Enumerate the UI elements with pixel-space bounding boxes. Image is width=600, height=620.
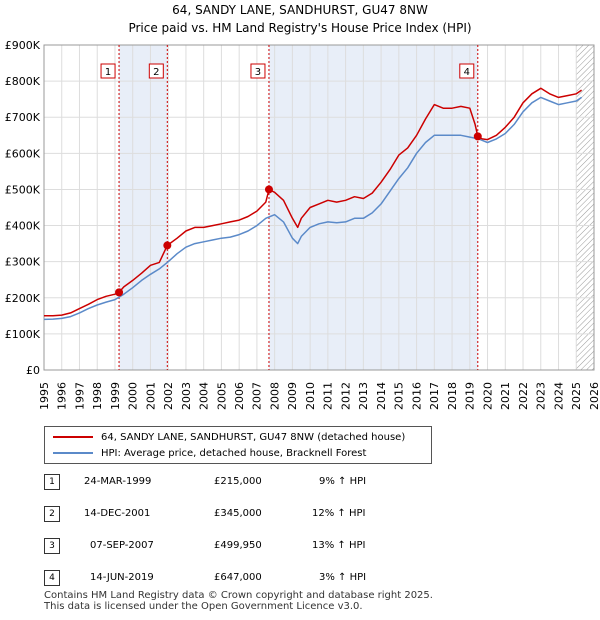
x-tick-label: 2003 <box>180 382 193 410</box>
legend-label-property: 64, SANDY LANE, SANDHURST, GU47 8NW (det… <box>101 431 406 443</box>
sale-hpi-change: 12% ↑ HPI <box>312 508 366 519</box>
x-tick-label: 2018 <box>446 382 459 410</box>
sale-number: 2 <box>44 506 60 522</box>
sale-hpi-change: 3% ↑ HPI <box>319 572 367 583</box>
x-tick-label: 2001 <box>144 382 157 410</box>
sale-label-4: 4 <box>464 67 470 78</box>
sale-marker-3 <box>264 185 273 194</box>
sale-date: 24-MAR-1999 <box>84 476 152 487</box>
y-tick-label: £0 <box>26 364 40 377</box>
x-tick-label: 1998 <box>91 382 104 410</box>
sale-label-box-1 <box>100 63 116 79</box>
sale-price: £215,000 <box>214 476 262 487</box>
sale-label-box-4 <box>459 63 475 79</box>
x-tick-label: 1997 <box>73 382 86 410</box>
chart-title: 64, SANDY LANE, SANDHURST, GU47 8NW <box>172 3 428 17</box>
x-tick-label: 2024 <box>552 382 565 410</box>
x-tick-label: 2026 <box>588 382 600 410</box>
footer-note: Contains HM Land Registry data © Crown c… <box>44 590 433 612</box>
y-tick-label: £400K <box>5 220 41 233</box>
plot-frame <box>43 44 595 371</box>
sale-marker-1 <box>115 288 124 297</box>
sale-date: 07-SEP-2007 <box>90 540 154 551</box>
x-tick-label: 2020 <box>481 382 494 410</box>
sale-date: 14-JUN-2019 <box>90 572 154 583</box>
x-tick-label: 2010 <box>304 382 317 410</box>
table-row: 3 07-SEP-2007 £499,950 13% ↑ HPI <box>44 538 444 554</box>
sale-price: £499,950 <box>214 540 262 551</box>
x-tick-label: 2014 <box>375 382 388 410</box>
footer-line-1: Contains HM Land Registry data © Crown c… <box>44 590 433 601</box>
legend-item-hpi: HPI: Average price, detached house, Brac… <box>53 446 366 460</box>
price-chart: 64, SANDY LANE, SANDHURST, GU47 8NW Pric… <box>5 3 600 410</box>
x-tick-label: 2011 <box>322 382 335 410</box>
sale-label-box-2 <box>148 63 164 79</box>
sale-number: 3 <box>44 538 60 554</box>
forecast-hatch <box>576 45 594 370</box>
property-series-line <box>44 87 583 317</box>
y-tick-label: £300K <box>5 256 41 269</box>
x-tick-label: 2017 <box>428 382 441 410</box>
x-tick-label: 2016 <box>410 382 423 410</box>
shaded-period-1 <box>119 45 168 370</box>
x-tick-label: 2012 <box>339 382 352 410</box>
x-tick-label: 2022 <box>517 382 530 410</box>
sale-marker-4 <box>473 132 482 141</box>
x-tick-label: 2008 <box>268 382 281 410</box>
sale-label-1: 1 <box>105 67 111 78</box>
sale-number: 1 <box>44 474 60 490</box>
sale-marker-2 <box>163 241 172 250</box>
shaded-period-2 <box>268 45 478 370</box>
sale-label-box-3 <box>250 63 266 79</box>
table-row: 2 14-DEC-2001 £345,000 12% ↑ HPI <box>44 506 444 522</box>
legend-swatch-property <box>53 436 93 438</box>
x-tick-label: 2023 <box>535 382 548 410</box>
x-tick-label: 1995 <box>38 382 51 410</box>
x-tick-label: 2025 <box>570 382 583 410</box>
sale-label-3: 3 <box>255 67 261 78</box>
x-tick-label: 2009 <box>286 382 299 410</box>
x-tick-label: 1996 <box>56 382 69 410</box>
sale-hpi-change: 13% ↑ HPI <box>312 540 366 551</box>
table-row: 4 14-JUN-2019 £647,000 3% ↑ HPI <box>44 570 444 586</box>
sale-label-2: 2 <box>153 67 159 78</box>
y-tick-label: £200K <box>5 292 41 305</box>
legend-label-hpi: HPI: Average price, detached house, Brac… <box>101 447 367 459</box>
sale-number: 4 <box>44 570 60 586</box>
sale-price: £345,000 <box>214 508 262 519</box>
sale-price: £647,000 <box>214 572 262 583</box>
x-tick-label: 2021 <box>499 382 512 410</box>
x-tick-label: 2019 <box>464 382 477 410</box>
sale-date: 14-DEC-2001 <box>84 508 151 519</box>
x-tick-label: 2007 <box>251 382 264 410</box>
chart-subtitle: Price paid vs. HM Land Registry's House … <box>128 21 471 35</box>
x-tick-label: 2005 <box>215 382 228 410</box>
table-row: 1 24-MAR-1999 £215,000 9% ↑ HPI <box>44 474 444 490</box>
hpi-series-line <box>43 96 583 321</box>
y-tick-label: £600K <box>5 147 41 160</box>
x-tick-label: 2013 <box>357 382 370 410</box>
x-tick-label: 2004 <box>198 382 211 410</box>
y-tick-label: £800K <box>5 75 41 88</box>
chart-legend: 64, SANDY LANE, SANDHURST, GU47 8NW (det… <box>44 426 432 464</box>
x-tick-label: 2002 <box>162 382 175 410</box>
legend-swatch-hpi <box>53 452 93 454</box>
y-tick-label: £700K <box>5 111 41 124</box>
legend-item-property: 64, SANDY LANE, SANDHURST, GU47 8NW (det… <box>53 430 405 444</box>
x-tick-label: 2000 <box>127 382 140 410</box>
x-tick-label: 2006 <box>233 382 246 410</box>
footer-line-2: This data is licensed under the Open Gov… <box>44 601 363 612</box>
y-tick-label: £500K <box>5 183 41 196</box>
x-tick-label: 2015 <box>393 382 406 410</box>
x-tick-label: 1999 <box>109 382 122 410</box>
y-tick-label: £900K <box>5 39 41 52</box>
y-tick-label: £100K <box>5 328 41 341</box>
sale-hpi-change: 9% ↑ HPI <box>319 476 367 487</box>
